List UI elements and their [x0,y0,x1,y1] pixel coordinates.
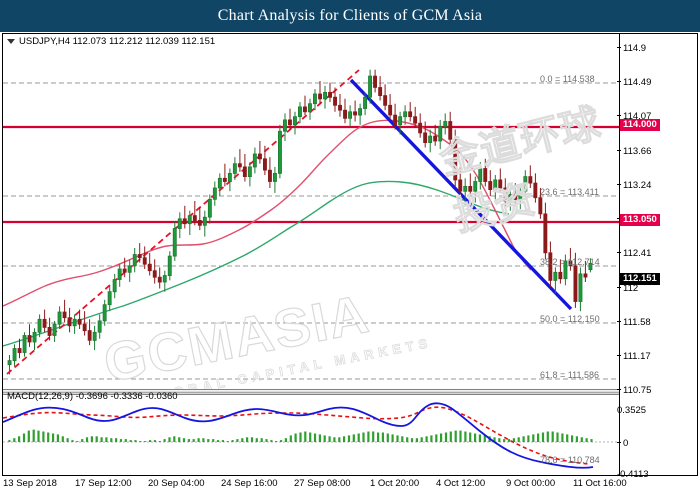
time-label: 9 Oct 00:00 [506,478,556,489]
candlestick-series [7,69,593,375]
time-label: 4 Oct 12:00 [436,478,486,489]
macd-main-line [3,402,594,469]
ma-slow-line [3,180,510,347]
time-label: 17 Sep 12:00 [75,478,132,489]
axis-tick: 114.49 [617,78,651,88]
fib-label-382: 38.2 = 112.714 [540,257,600,267]
axis-tick: 113.66 [617,147,651,157]
macd-axis-tick: 0 [617,439,628,449]
axis-tick: 113.24 [617,181,651,191]
time-label: 13 Sep 2018 [3,478,57,489]
symbol-text: USDJPY,H4 112.073 112.212 112.039 112.15… [19,36,216,47]
current-price-badge: 112.151 [620,273,660,285]
chart-frame: GCMASIA GLOBAL CAPITAL MARKETS 金道环球投资 [2,33,698,476]
fib-label-50: 50.0 = 112.150 [540,314,600,324]
title-bar: Chart Analysis for Clients of GCM Asia [0,0,700,32]
macd-axis-tick: 0.3525 [617,405,647,416]
pane-splitter[interactable] [3,389,619,395]
macd-label: MACD(12,26,9) -0.3696 -0.3336 -0.0360 [7,391,178,402]
macd-signal-line [3,406,590,465]
price-axis[interactable]: 114.9 114.49 114.07 113.66 113.24 112.83… [617,33,696,480]
chevron-down-icon[interactable] [7,38,15,44]
fib-label-786: 78.6 = 110.784 [540,455,600,465]
price-level-badge-113: 113.050 [620,214,660,226]
axis-tick: 112 [617,284,638,294]
price-level-badge-114: 114.000 [620,119,660,131]
ma-fast-line [3,119,532,307]
axis-tick: 114.9 [617,44,646,54]
macd-histogram [8,429,593,443]
fib-label-236: 23.6 = 113.411 [540,187,599,197]
fib-label-0: 0.0 = 114.538 [540,74,595,84]
time-label: 27 Sep 08:00 [294,478,351,489]
page-title: Chart Analysis for Clients of GCM Asia [217,7,483,24]
time-label: 20 Sep 04:00 [148,478,205,489]
macd-pane[interactable] [3,396,619,475]
axis-tick: 112.41 [617,249,651,259]
symbol-label[interactable]: USDJPY,H4 112.073 112.212 112.039 112.15… [7,36,215,47]
macd-axis-tick: -0.4113 [617,469,649,480]
horizontal-levels [3,125,619,224]
time-axis: 13 Sep 2018 17 Sep 12:00 20 Sep 04:00 24… [0,478,700,496]
time-label: 11 Oct 16:00 [573,478,627,489]
axis-divider [619,34,620,475]
price-pane[interactable]: GCMASIA GLOBAL CAPITAL MARKETS 金道环球投资 [3,34,619,389]
axis-tick: 111.58 [617,318,651,328]
axis-tick: 111.17 [617,352,651,362]
price-chart-svg [3,69,619,380]
fib-label-618: 61.8 = 111.586 [540,370,599,380]
descending-trendline [349,78,573,311]
macd-chart-svg [3,402,619,469]
axis-tick: 110.75 [617,386,651,396]
axis-tick: 114.07 [617,112,651,122]
time-label: 24 Sep 16:00 [221,478,278,489]
time-label: 1 Oct 20:00 [370,478,420,489]
